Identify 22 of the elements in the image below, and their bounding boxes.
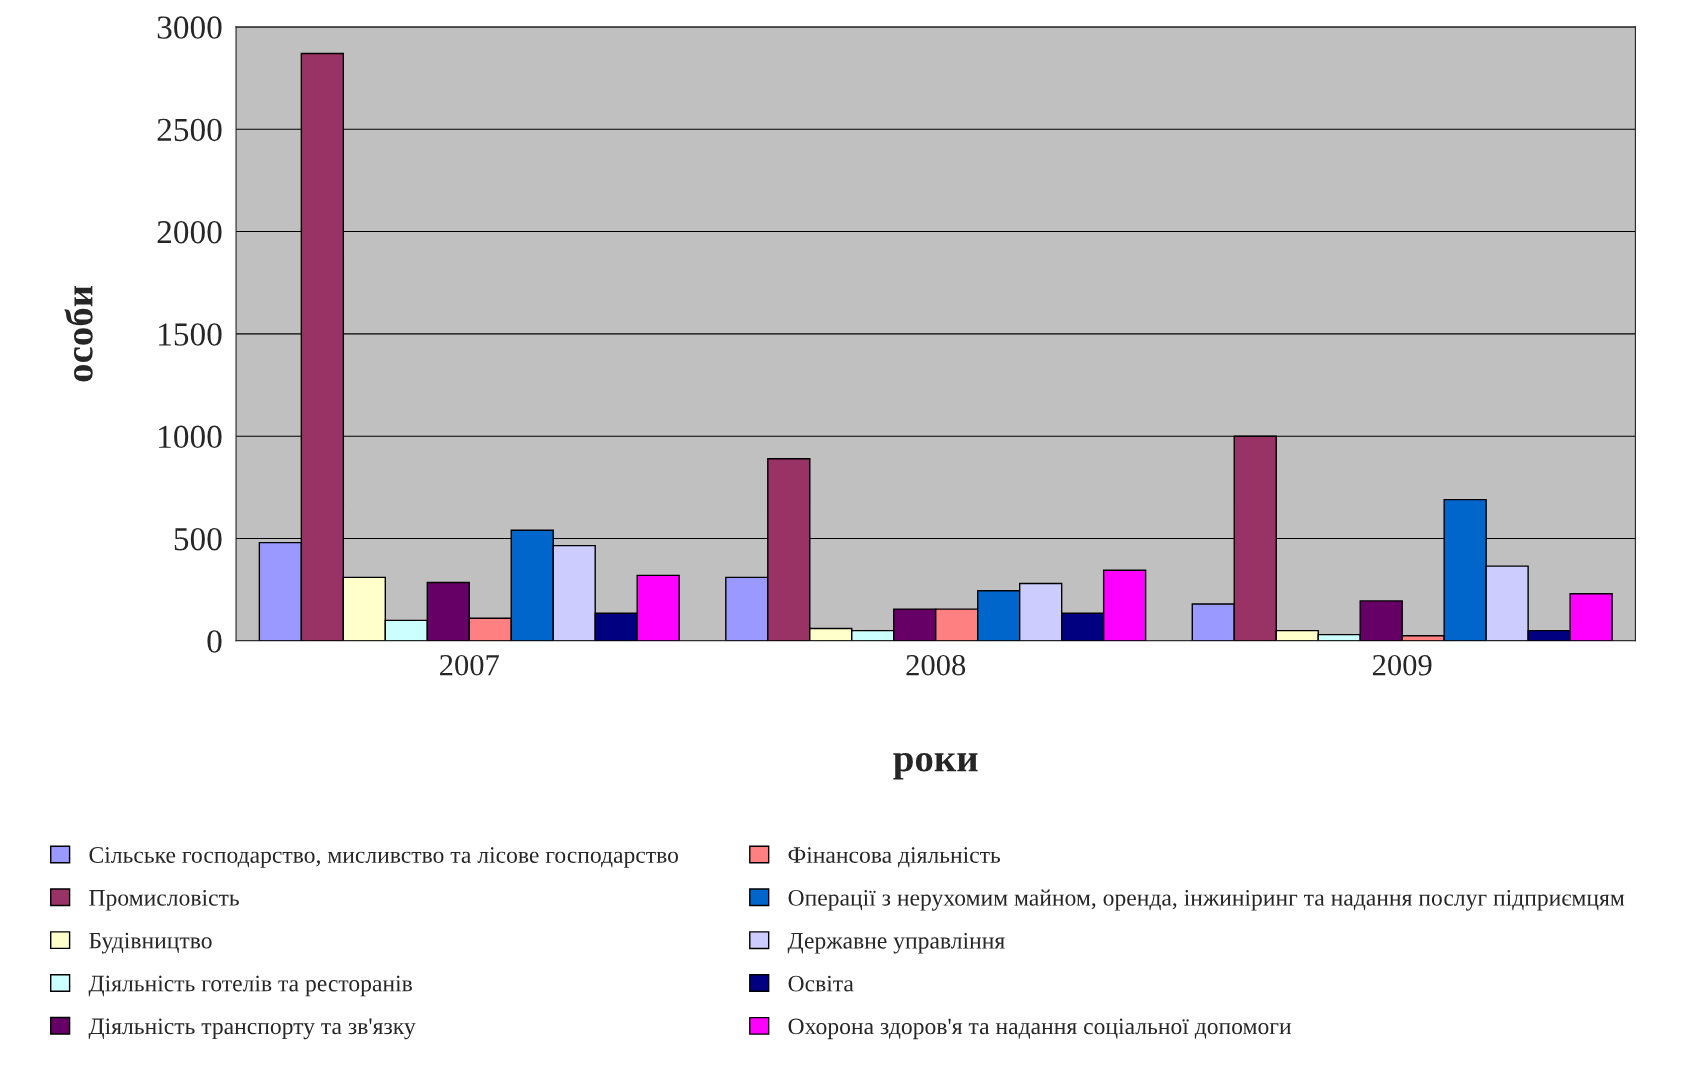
y-tick-label: 2500 [157, 118, 222, 142]
legend-label: Будівництво [89, 932, 212, 954]
legend-label: Операції з нерухомим майном, оренда, інжиніринг та надання послуг підприємцям [788, 889, 1625, 911]
x-tick-label: 2007 [440, 654, 499, 676]
legend-label: Фінансова діяльність [788, 847, 1001, 868]
y-tick-label: 1000 [159, 425, 222, 449]
legend-label: Сільське господарство, мисливство та лісове господарство [89, 847, 679, 868]
y-axis-title: особи [64, 285, 93, 382]
legend-label: Освіта [788, 975, 854, 992]
legend-label: Промисловість [89, 889, 239, 911]
legend-label: Діяльність готелів та ресторанів [88, 975, 412, 997]
legend-label: Державне управління [787, 932, 1005, 954]
y-tick-label: 3000 [157, 16, 222, 39]
legend-label: Охорона здоров'я та надання соціальної допомоги [788, 1018, 1292, 1040]
y-tick-label: 1500 [159, 323, 222, 346]
legend-label: Діяльність транспорту та зв'язку [88, 1018, 416, 1040]
x-tick-label: 2008 [906, 654, 966, 676]
y-tick-label: 2000 [157, 220, 222, 244]
y-tick-label: 0 [207, 630, 222, 653]
x-axis-title: роки [893, 752, 978, 780]
y-tick-label: 500 [174, 527, 222, 551]
x-tick-label: 2009 [1372, 654, 1432, 676]
